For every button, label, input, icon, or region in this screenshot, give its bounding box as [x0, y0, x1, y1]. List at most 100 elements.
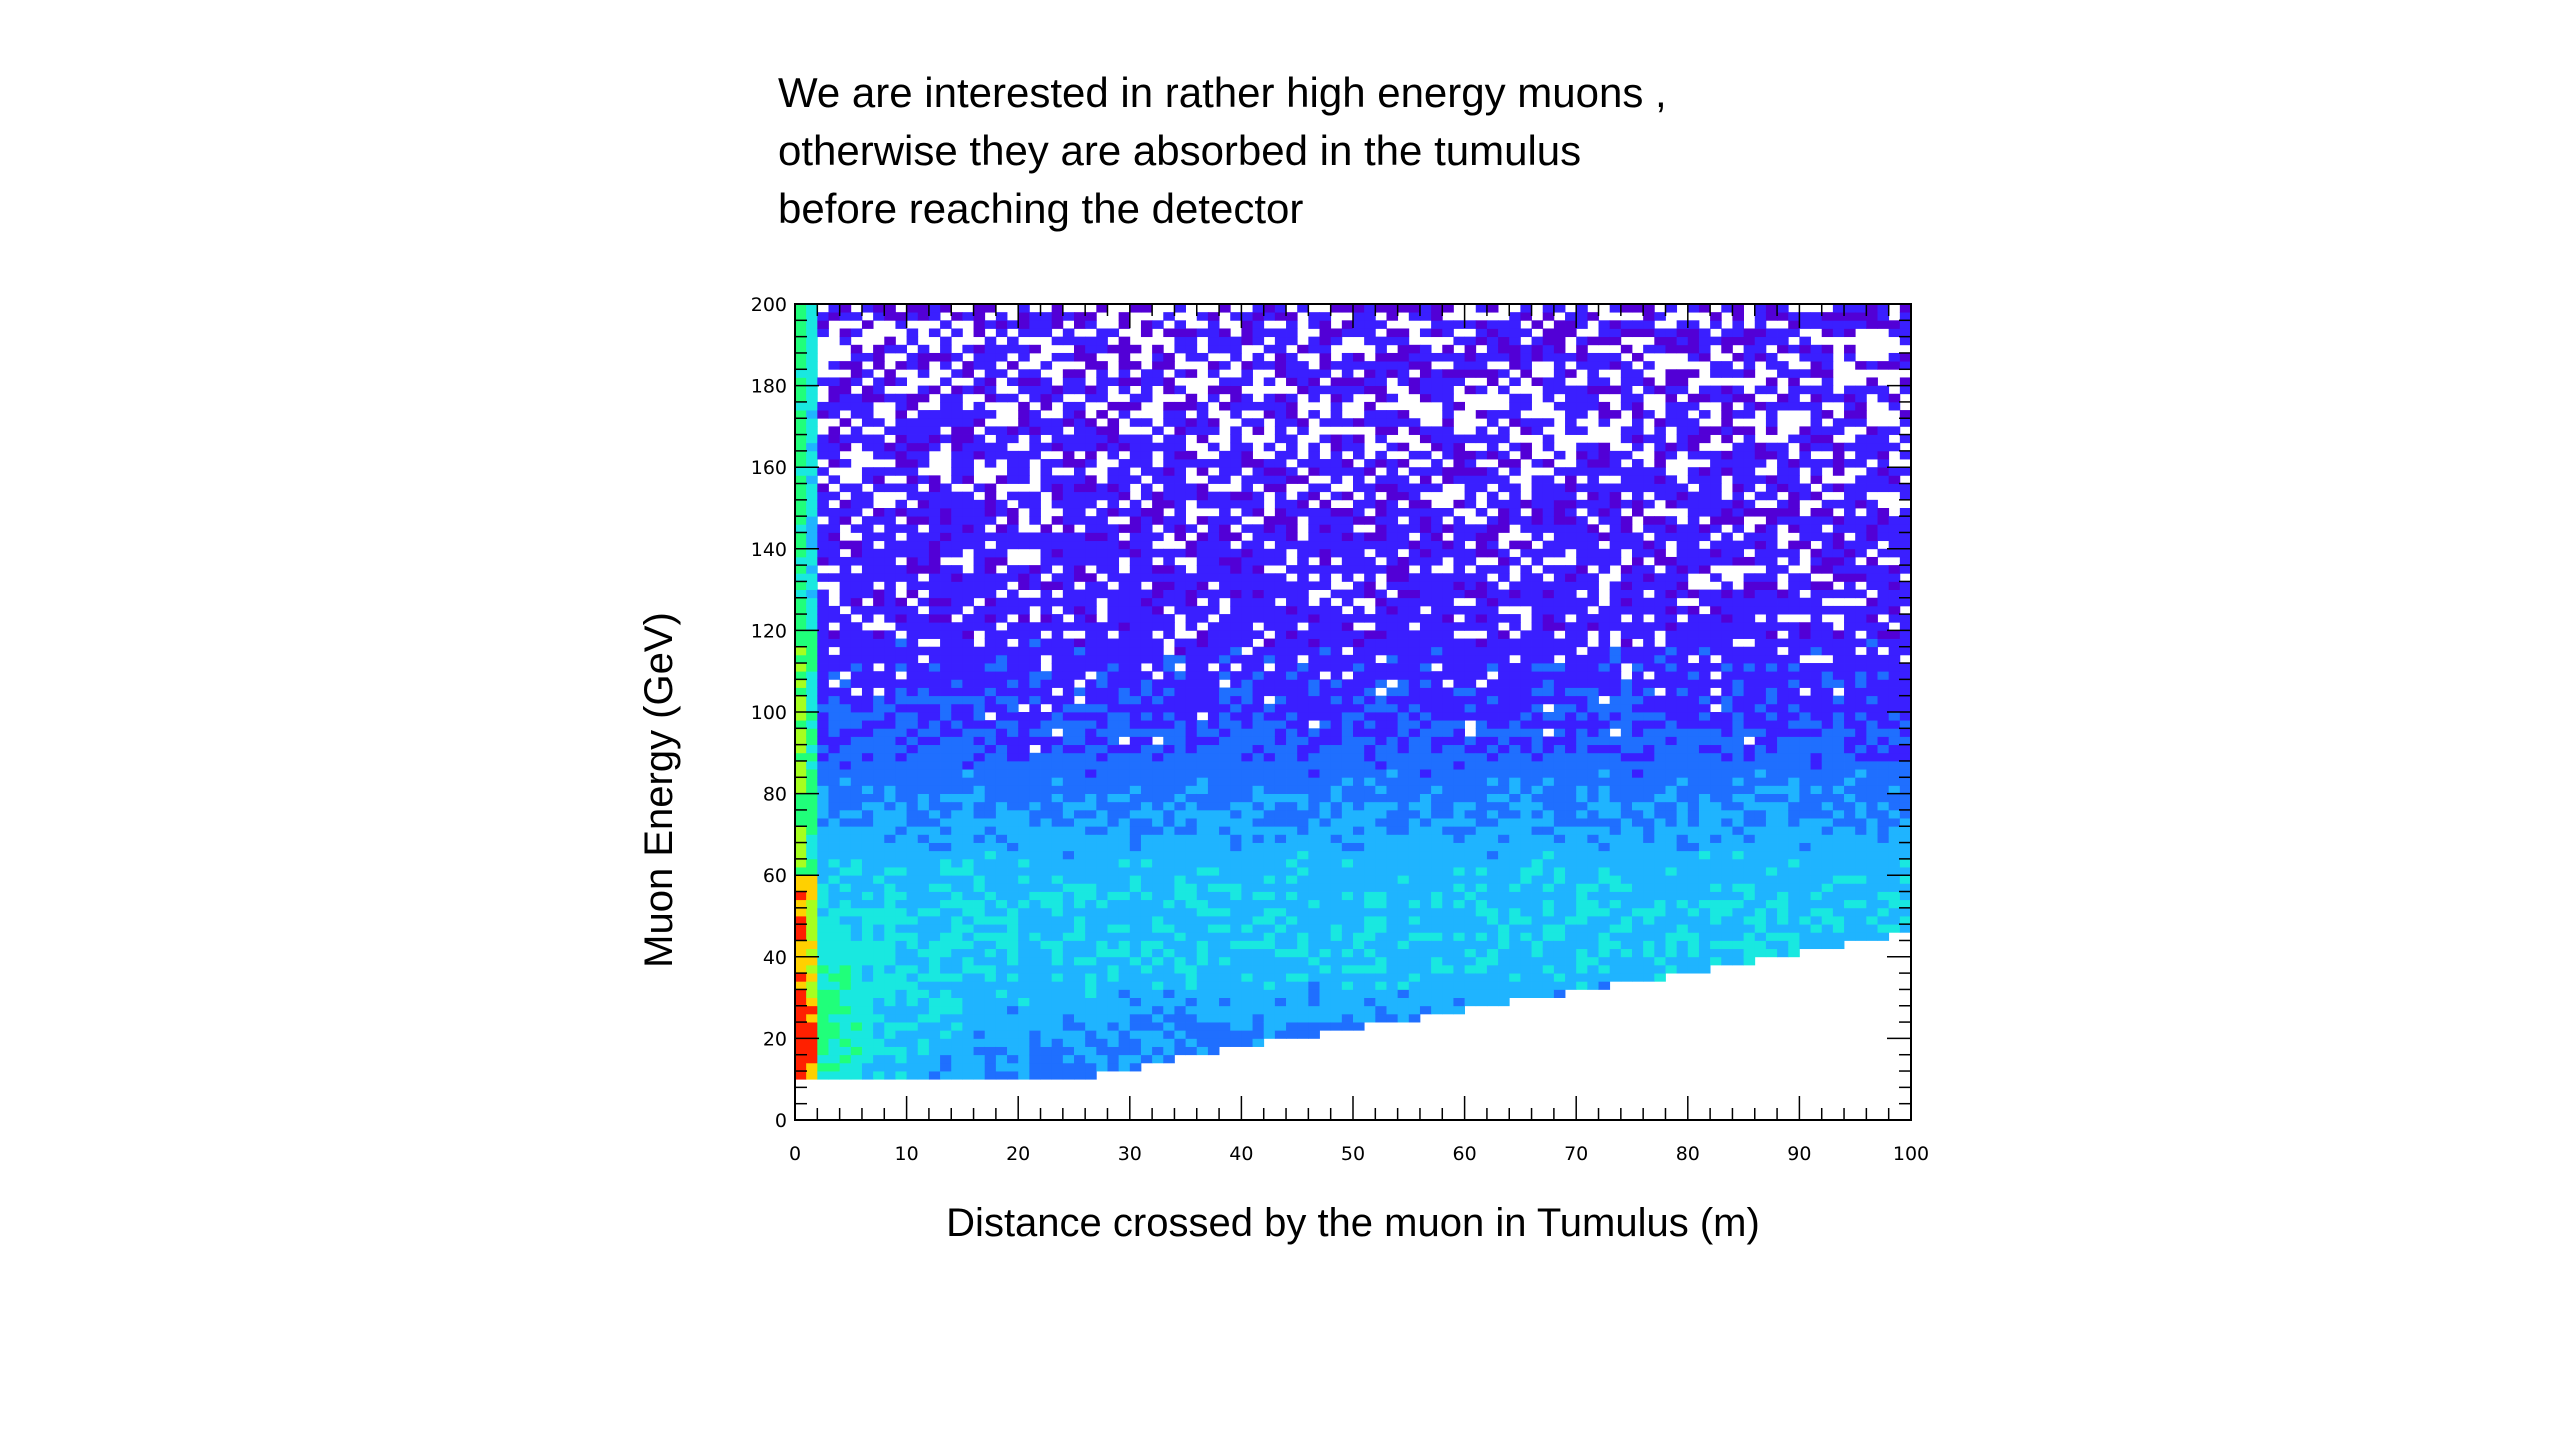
heatmap-cell: [1408, 614, 1421, 623]
heatmap-cell: [917, 312, 930, 321]
heatmap-cell: [1486, 793, 1499, 803]
heatmap-cell: [1241, 638, 1253, 648]
heatmap-cell: [1375, 418, 1387, 427]
heatmap-cell: [917, 361, 930, 370]
heatmap-cell: [1174, 809, 1186, 819]
heatmap-cell: [940, 393, 952, 403]
heatmap-cell: [906, 646, 919, 656]
heatmap-cell: [1230, 728, 1242, 737]
heatmap-cell: [973, 1030, 986, 1039]
heatmap-cell: [1475, 320, 1488, 329]
heatmap-cell: [962, 573, 974, 582]
heatmap-cell: [1308, 883, 1320, 892]
heatmap-cell: [1297, 777, 1309, 786]
heatmap-cell: [940, 769, 952, 778]
heatmap-cell: [828, 1054, 841, 1064]
heatmap-cell: [1118, 1054, 1131, 1064]
heatmap-cell: [1163, 924, 1175, 933]
heatmap-cell: [1464, 899, 1477, 909]
heatmap-cell: [940, 646, 952, 656]
heatmap-cell: [1163, 1022, 1175, 1031]
heatmap-cell: [1442, 712, 1454, 721]
heatmap-cell: [1196, 809, 1209, 819]
heatmap-cell: [906, 565, 919, 574]
heatmap-cell: [1085, 736, 1097, 746]
heatmap-cell: [1341, 834, 1354, 843]
heatmap-cell: [1241, 320, 1253, 329]
heatmap-cell: [1263, 393, 1276, 403]
heatmap-cell: [1319, 826, 1332, 835]
heatmap-cell: [1096, 426, 1108, 435]
heatmap-cell: [1074, 1030, 1086, 1039]
heatmap-cell: [884, 467, 896, 476]
heatmap-cell: [1207, 426, 1220, 435]
heatmap-cell: [1118, 777, 1131, 786]
heatmap-cell: [1062, 1046, 1075, 1056]
heatmap-cell: [951, 654, 963, 664]
heatmap-cell: [1241, 1030, 1253, 1039]
heatmap-cell: [1163, 1005, 1175, 1015]
heatmap-cell: [1096, 712, 1108, 721]
heatmap-cell: [1274, 752, 1287, 762]
heatmap-cell: [895, 989, 907, 998]
slide-note: We are interested in rather high energy …: [778, 64, 1667, 238]
heatmap-cell: [906, 663, 919, 672]
heatmap-cell: [1196, 459, 1209, 468]
heatmap-cell: [940, 565, 952, 574]
heatmap-cell: [1074, 475, 1086, 484]
heatmap-cell: [795, 589, 807, 599]
heatmap-cell: [1319, 981, 1332, 990]
heatmap-cell: [973, 1054, 986, 1064]
heatmap-cell: [1196, 1005, 1209, 1015]
heatmap-cell: [917, 728, 930, 737]
heatmap-cell: [1051, 581, 1064, 590]
heatmap-cell: [1375, 777, 1387, 786]
heatmap-cell: [1386, 720, 1399, 729]
heatmap-cell: [1096, 932, 1108, 941]
heatmap-cell: [940, 1046, 952, 1056]
heatmap-cell: [1475, 875, 1488, 884]
heatmap-cell: [1386, 1013, 1399, 1023]
heatmap-cell: [1252, 581, 1265, 590]
heatmap-cell: [1464, 858, 1477, 868]
heatmap-cell: [1241, 679, 1253, 688]
heatmap-cell: [1107, 418, 1120, 427]
heatmap-cell: [1475, 450, 1488, 460]
heatmap-cell: [1252, 304, 1265, 313]
heatmap-cell: [1074, 516, 1086, 525]
heatmap-cell: [1364, 418, 1376, 427]
heatmap-cell: [1241, 540, 1253, 550]
heatmap-cell: [1397, 418, 1410, 427]
heatmap-cell: [1375, 336, 1387, 346]
heatmap-cell: [895, 450, 907, 460]
heatmap-cell: [1375, 540, 1387, 550]
heatmap-cell: [873, 385, 885, 395]
heatmap-cell: [1397, 336, 1410, 346]
heatmap-cell: [806, 760, 818, 770]
heatmap-cell: [917, 695, 930, 705]
heatmap-cell: [1040, 361, 1053, 370]
heatmap-cell: [1308, 736, 1320, 746]
heatmap-cell: [1308, 1013, 1320, 1023]
heatmap-cell: [940, 858, 952, 868]
heatmap-cell: [795, 450, 807, 460]
heatmap-cell: [884, 956, 896, 966]
heatmap-cell: [1386, 663, 1399, 672]
heatmap-cell: [817, 818, 829, 827]
heatmap-cell: [1386, 369, 1399, 378]
heatmap-cell: [1252, 956, 1265, 966]
heatmap-cell: [1263, 475, 1276, 484]
heatmap-cell: [1297, 630, 1309, 639]
heatmap-cell: [1207, 320, 1220, 329]
heatmap-cell: [1263, 916, 1276, 925]
heatmap-cell: [839, 981, 852, 990]
heatmap-cell: [1140, 695, 1153, 705]
heatmap-cell: [1140, 442, 1153, 452]
heatmap-cell: [1419, 671, 1432, 680]
heatmap-cell: [1207, 475, 1220, 484]
heatmap-cell: [940, 989, 952, 998]
heatmap-cell: [1074, 491, 1086, 501]
heatmap-cell: [1341, 573, 1354, 582]
heatmap-cell: [1219, 867, 1231, 876]
heatmap-cell: [817, 1062, 829, 1072]
